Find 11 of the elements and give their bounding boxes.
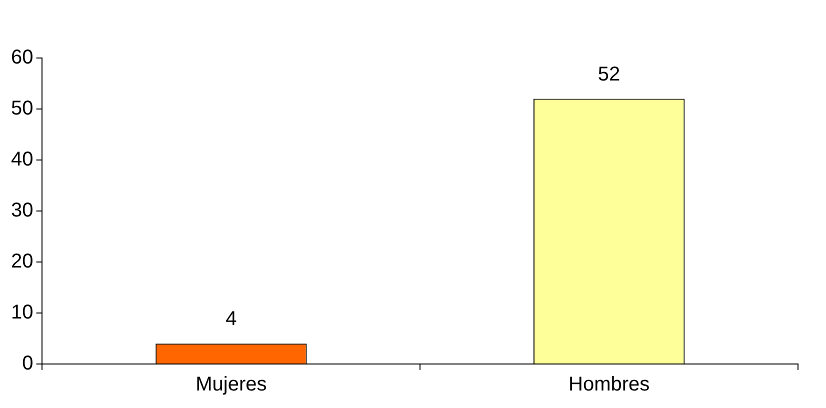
y-tick-label: 10 — [10, 302, 34, 324]
y-tick-label: 20 — [10, 250, 34, 273]
x-tick-label: Mujeres — [196, 374, 267, 396]
y-tick-label: 30 — [10, 200, 34, 222]
y-tick-label: 50 — [10, 98, 34, 120]
data-label: 4 — [226, 308, 237, 330]
y-tick-label: 60 — [10, 46, 34, 69]
data-label: 52 — [598, 63, 620, 86]
y-tick-label: 0 — [22, 352, 34, 375]
y-tick-label: 40 — [10, 148, 34, 171]
x-tick-label: Hombres — [568, 374, 650, 396]
